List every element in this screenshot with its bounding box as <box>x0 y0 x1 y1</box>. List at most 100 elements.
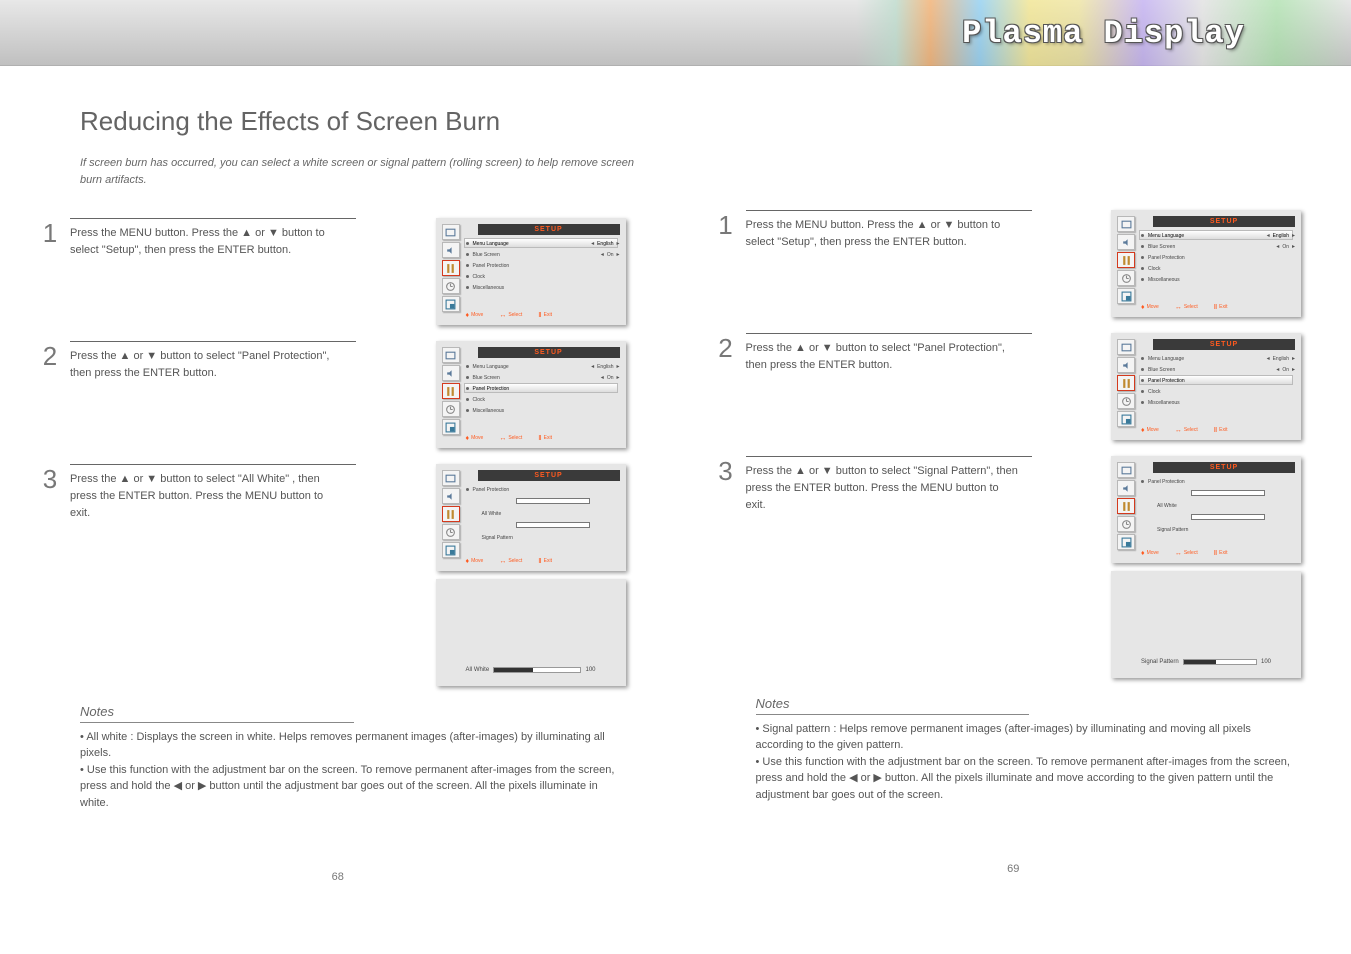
tab-pip-icon <box>1117 534 1135 550</box>
osd-setup-main: SETUP Menu LanguageEnglish Blue ScreenOn… <box>1111 210 1301 317</box>
step-text: Press the ▲ or ▼ button to select "All W… <box>70 464 356 522</box>
left-notes: Notes All white : Displays the screen in… <box>80 702 620 811</box>
slider-value: 100 <box>1261 659 1271 665</box>
left-sub: If screen burn has occurred, you can sel… <box>80 155 640 188</box>
submenu-signal-bar <box>1191 514 1265 520</box>
step-text-a: Press the ▲ or ▼ button to select "All W… <box>70 473 320 485</box>
osd-footer: ♦Move ↔Select ⅡExit <box>1141 425 1293 435</box>
osd-title: SETUP <box>1153 462 1295 473</box>
tab-sound-icon <box>442 488 460 504</box>
footer-move: Move <box>471 558 483 564</box>
tab-setup-icon <box>442 506 460 522</box>
step-text-b: then press the ENTER button. <box>70 365 344 382</box>
menu-language-label: Menu Language <box>1148 356 1263 362</box>
menu-protection-label: Panel Protection <box>1148 378 1295 384</box>
tab-setup-icon <box>1117 375 1135 391</box>
tab-picture-icon <box>442 224 460 240</box>
note-item: Use this function with the adjustment ba… <box>756 754 1296 804</box>
step-number: 1 <box>30 218 70 249</box>
right-step-1: 1 Press the MENU button. Press the ▲ or … <box>706 210 1322 317</box>
menu-language-value: English <box>1267 355 1295 362</box>
menu-protection-label: Panel Protection <box>1148 479 1295 485</box>
slider-track <box>493 667 581 673</box>
osd-setup-protection-hl: SETUP Menu LanguageEnglish Blue ScreenOn… <box>1111 333 1301 440</box>
tab-pip-icon <box>442 296 460 312</box>
submenu-signal-label: Signal Pattern <box>482 535 620 541</box>
header-art: Plasma Display <box>856 0 1351 66</box>
step-text-b: select "Setup", then press the ENTER but… <box>70 242 344 259</box>
menu-misc-label: Miscellaneous <box>473 285 620 291</box>
osd-signal-slider: Signal Pattern 100 <box>1111 571 1301 678</box>
tab-picture-icon <box>442 470 460 486</box>
right-notes: Notes Signal pattern : Helps remove perm… <box>756 694 1296 803</box>
left-page: Reducing the Effects of Screen Burn If s… <box>0 106 676 883</box>
menu-blue-value: On <box>1276 243 1295 250</box>
step-text-a: Press the MENU button. Press the ▲ or ▼ … <box>70 227 325 239</box>
menu-protection-label: Panel Protection <box>1148 255 1295 261</box>
step-text-a: Press the MENU button. Press the ▲ or ▼ … <box>746 219 1001 231</box>
menu-protection-label: Panel Protection <box>473 263 620 269</box>
footer-select: Select <box>1184 304 1198 310</box>
footer-exit: Exit <box>544 312 552 318</box>
menu-blue-label: Blue Screen <box>1148 367 1272 373</box>
submenu-signal-label: Signal Pattern <box>1157 527 1295 533</box>
tab-clock-icon <box>1117 393 1135 409</box>
submenu-signal-bar <box>516 522 590 528</box>
menu-clock-label: Clock <box>1148 266 1295 272</box>
tab-pip-icon <box>442 419 460 435</box>
slider-label: Signal Pattern <box>1141 659 1179 665</box>
tab-picture-icon <box>442 347 460 363</box>
tab-setup-icon <box>1117 252 1135 268</box>
left-step-3: 3 Press the ▲ or ▼ button to select "All… <box>30 464 646 686</box>
step-text-a: Press the ▲ or ▼ button to select "Panel… <box>746 342 1006 354</box>
menu-clock-label: Clock <box>473 274 620 280</box>
submenu-allwhite-label: All White <box>1157 503 1295 509</box>
menu-blue-label: Blue Screen <box>473 375 597 381</box>
osd-title: SETUP <box>478 224 620 235</box>
left-step-1: 1 Press the MENU button. Press the ▲ or … <box>30 218 646 325</box>
tab-picture-icon <box>1117 462 1135 478</box>
osd-footer: ♦Move ↔Select ⅡExit <box>1141 302 1293 312</box>
tab-pip-icon <box>1117 288 1135 304</box>
osd-title: SETUP <box>478 470 620 481</box>
page-number: 69 <box>706 863 1322 875</box>
left-step-2: 2 Press the ▲ or ▼ button to select "Pan… <box>30 341 646 448</box>
note-item: All white : Displays the screen in white… <box>80 729 620 762</box>
menu-blue-label: Blue Screen <box>1148 244 1272 250</box>
footer-exit: Exit <box>1219 550 1227 556</box>
submenu-allwhite-label: All White <box>482 511 620 517</box>
step-text: Press the ▲ or ▼ button to select "Panel… <box>746 333 1032 374</box>
page-body: Reducing the Effects of Screen Burn If s… <box>0 66 1351 883</box>
menu-blue-label: Blue Screen <box>473 252 597 258</box>
right-step-2: 2 Press the ▲ or ▼ button to select "Pan… <box>706 333 1322 440</box>
osd-footer: ♦Move ↔Select ⅡExit <box>466 556 618 566</box>
footer-select: Select <box>1184 427 1198 433</box>
menu-language-label: Menu Language <box>1148 233 1263 239</box>
footer-move: Move <box>471 435 483 441</box>
menu-clock-label: Clock <box>1148 389 1295 395</box>
osd-footer: ♦Move ↔Select ⅡExit <box>466 310 618 320</box>
menu-misc-label: Miscellaneous <box>1148 277 1295 283</box>
notes-heading: Notes <box>80 702 354 723</box>
slider-label: All White <box>466 667 490 673</box>
menu-language-value: English <box>591 363 619 370</box>
step-number: 2 <box>706 333 746 364</box>
tab-clock-icon <box>1117 516 1135 532</box>
slider-track <box>1183 659 1257 665</box>
footer-exit: Exit <box>1219 304 1227 310</box>
osd-title: SETUP <box>1153 339 1295 350</box>
footer-select: Select <box>508 312 522 318</box>
menu-language-label: Menu Language <box>473 364 588 370</box>
tab-setup-icon <box>442 260 460 276</box>
footer-move: Move <box>1147 427 1159 433</box>
header-banner: Plasma Display <box>0 0 1351 66</box>
footer-exit: Exit <box>544 435 552 441</box>
footer-exit: Exit <box>544 558 552 564</box>
step-number: 3 <box>30 464 70 495</box>
tab-sound-icon <box>442 242 460 258</box>
menu-misc-label: Miscellaneous <box>1148 400 1295 406</box>
osd-title: SETUP <box>1153 216 1295 227</box>
menu-misc-label: Miscellaneous <box>473 408 620 414</box>
note-item: Signal pattern : Helps remove permanent … <box>756 721 1296 754</box>
submenu-allwhite-bar <box>516 498 590 504</box>
